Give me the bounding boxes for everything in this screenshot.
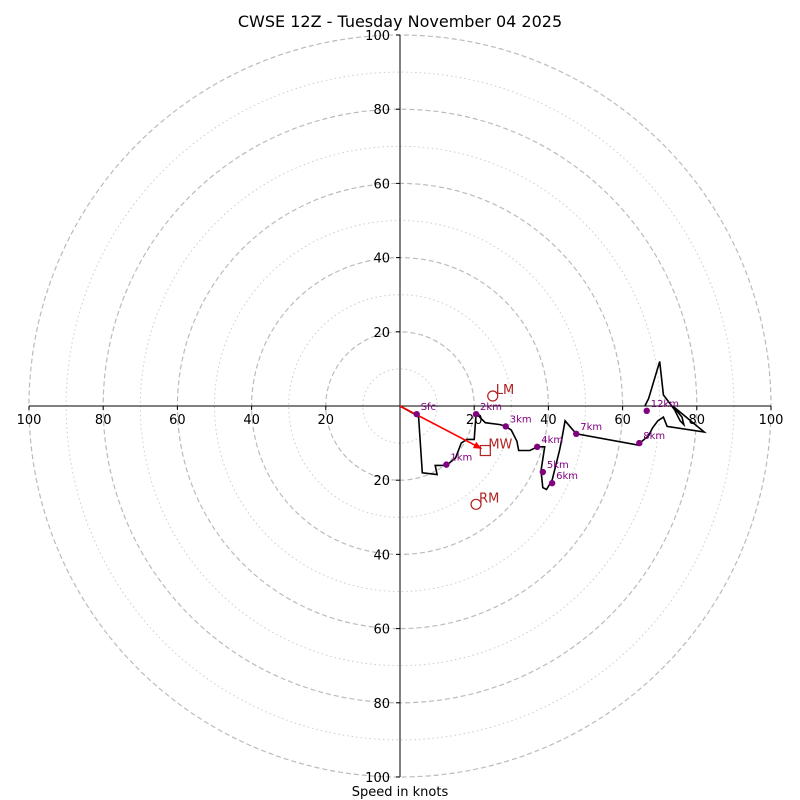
hodograph-series — [399, 361, 707, 491]
height-marker-point — [643, 407, 650, 415]
height-marker-label: 2km — [480, 402, 502, 413]
height-marker-label: 3km — [510, 414, 532, 425]
y-tick-label: 80 — [373, 103, 390, 118]
chart-title: CWSE 12Z - Tuesday November 04 2025 — [238, 12, 562, 31]
height-marker-label: 1km — [450, 453, 472, 464]
height-marker-point — [636, 439, 643, 447]
y-tick-label: 40 — [373, 548, 390, 563]
y-tick-label: 20 — [373, 474, 390, 489]
x-tick-label: 60 — [614, 413, 631, 428]
height-marker-point — [472, 410, 480, 418]
height-marker-label: 4km — [541, 435, 563, 446]
storm-motion-label: RM — [479, 491, 499, 506]
x-tick-label: 40 — [540, 413, 557, 428]
y-tick-label: 100 — [365, 29, 390, 44]
x-tick-label: 100 — [759, 413, 784, 428]
storm-motion-square — [479, 444, 491, 457]
height-marker-point — [534, 443, 541, 451]
x-tick-label: 60 — [169, 413, 186, 428]
x-tick-label: 40 — [243, 413, 260, 428]
height-marker-point — [573, 430, 580, 438]
x-axis-label: Speed in knots — [352, 785, 449, 800]
y-tick-label: 60 — [373, 623, 390, 638]
height-marker-label: Sfc — [421, 402, 436, 413]
height-marker-label: 5km — [547, 460, 569, 471]
x-tick-label: 80 — [689, 413, 706, 428]
y-tick-label: 20 — [373, 326, 390, 341]
x-tick-label: 80 — [95, 413, 112, 428]
height-marker-point — [502, 423, 509, 430]
x-tick-label: 20 — [318, 413, 335, 428]
height-marker-point — [548, 479, 556, 487]
shear-vector-line — [399, 405, 482, 450]
height-marker-label: 7km — [580, 422, 602, 433]
height-marker-label: 8km — [643, 431, 665, 442]
y-tick-label: 100 — [365, 771, 390, 786]
height-marker-point — [413, 410, 420, 418]
y-tick-label: 60 — [373, 177, 390, 192]
y-tick-label: 80 — [373, 697, 390, 712]
height-marker-point — [539, 468, 547, 476]
height-marker-label: 12km — [651, 399, 679, 410]
storm-motion-label: MW — [488, 438, 512, 453]
storm-motion-circle — [470, 498, 482, 510]
storm-motion-label: LM — [496, 383, 514, 398]
shear-vector-arrowhead — [472, 441, 482, 449]
storm-motions: LM MW RM — [470, 383, 514, 510]
height-marker-label: 6km — [556, 471, 578, 482]
height-marker-point — [443, 461, 450, 468]
x-tick-label: 100 — [17, 413, 42, 428]
y-tick-label: 40 — [373, 252, 390, 267]
storm-motion-circle — [487, 390, 499, 402]
hodograph-line — [399, 361, 707, 491]
